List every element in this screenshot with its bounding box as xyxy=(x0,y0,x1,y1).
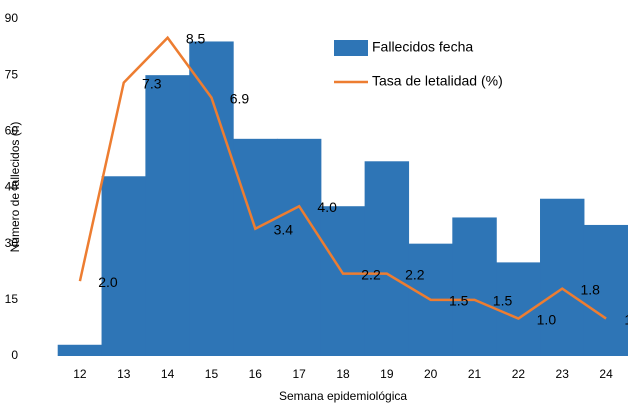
bar xyxy=(189,41,234,356)
bar xyxy=(276,138,322,356)
y-tick-label: 30 xyxy=(5,236,19,250)
data-label: 8.5 xyxy=(186,30,206,46)
x-tick-label: 17 xyxy=(292,367,306,381)
x-axis-label: Semana epidemiológica xyxy=(279,389,407,403)
x-tick-label: 12 xyxy=(73,367,87,381)
data-label: 2.0 xyxy=(98,274,118,290)
x-tick-label: 20 xyxy=(424,367,438,381)
data-label: 1.0 xyxy=(624,311,628,327)
data-label: 6.9 xyxy=(230,90,250,106)
x-tick-label: 21 xyxy=(468,367,482,381)
y-tick-label: 90 xyxy=(5,11,19,25)
bar xyxy=(452,217,497,356)
data-label: 2.2 xyxy=(405,266,425,282)
bar xyxy=(364,161,410,356)
bar xyxy=(233,138,278,356)
legend-label: Tasa de letalidad (%) xyxy=(372,73,503,89)
y-tick-label: 75 xyxy=(5,67,19,81)
y-tick-label: 60 xyxy=(5,124,19,138)
x-tick-label: 23 xyxy=(556,367,570,381)
x-tick-label: 19 xyxy=(380,367,394,381)
line xyxy=(78,35,607,320)
x-tick-label: 18 xyxy=(336,367,350,381)
x-tick-label: 16 xyxy=(249,367,263,381)
bar xyxy=(320,206,366,356)
x-tick-label: 15 xyxy=(205,367,219,381)
legend-swatch xyxy=(334,40,368,56)
data-label: 1.5 xyxy=(493,293,513,309)
bar xyxy=(540,198,585,356)
bar xyxy=(57,344,103,356)
x-tick-label: 24 xyxy=(599,367,613,381)
data-label: 2.2 xyxy=(361,266,381,282)
bar xyxy=(101,176,146,356)
y-tick-label: 45 xyxy=(5,180,19,194)
data-label: 1.5 xyxy=(449,293,469,309)
data-label: 1.8 xyxy=(580,281,600,297)
data-label: 1.0 xyxy=(537,311,557,327)
bar xyxy=(583,224,628,356)
x-tick-label: 13 xyxy=(117,367,131,381)
y-axis-label: Número de fallecidos (n) xyxy=(8,122,22,253)
legend-label: Fallecidos fecha xyxy=(372,39,473,55)
y-tick-label: 15 xyxy=(5,292,19,306)
x-tick-label: 22 xyxy=(512,367,526,381)
data-label: 3.4 xyxy=(274,221,294,237)
x-tick-label: 14 xyxy=(161,367,175,381)
bar xyxy=(145,75,190,357)
y-tick-label: 0 xyxy=(11,348,18,362)
data-label: 7.3 xyxy=(142,75,162,91)
data-label: 4.0 xyxy=(317,199,337,215)
